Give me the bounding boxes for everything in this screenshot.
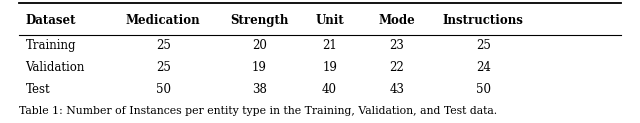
Text: Dataset: Dataset (26, 14, 76, 27)
Text: Unit: Unit (316, 14, 344, 27)
Text: 19: 19 (252, 61, 267, 74)
Text: 40: 40 (322, 83, 337, 96)
Text: 20: 20 (252, 39, 267, 52)
Text: 21: 21 (322, 39, 337, 52)
Text: Medication: Medication (126, 14, 200, 27)
Text: Test: Test (26, 83, 50, 96)
Text: 25: 25 (156, 39, 171, 52)
Text: Training: Training (26, 39, 76, 52)
Text: 22: 22 (389, 61, 404, 74)
Text: 38: 38 (252, 83, 267, 96)
Text: 24: 24 (476, 61, 491, 74)
Text: 23: 23 (389, 39, 404, 52)
Text: 50: 50 (476, 83, 491, 96)
Text: Mode: Mode (378, 14, 415, 27)
Text: Table 1: Number of Instances per entity type in the Training, Validation, and Te: Table 1: Number of Instances per entity … (19, 106, 497, 116)
Text: Instructions: Instructions (443, 14, 524, 27)
Text: Strength: Strength (230, 14, 289, 27)
Text: 19: 19 (322, 61, 337, 74)
Text: 25: 25 (156, 61, 171, 74)
Text: 25: 25 (476, 39, 491, 52)
Text: 43: 43 (389, 83, 404, 96)
Text: 50: 50 (156, 83, 171, 96)
Text: Validation: Validation (26, 61, 85, 74)
